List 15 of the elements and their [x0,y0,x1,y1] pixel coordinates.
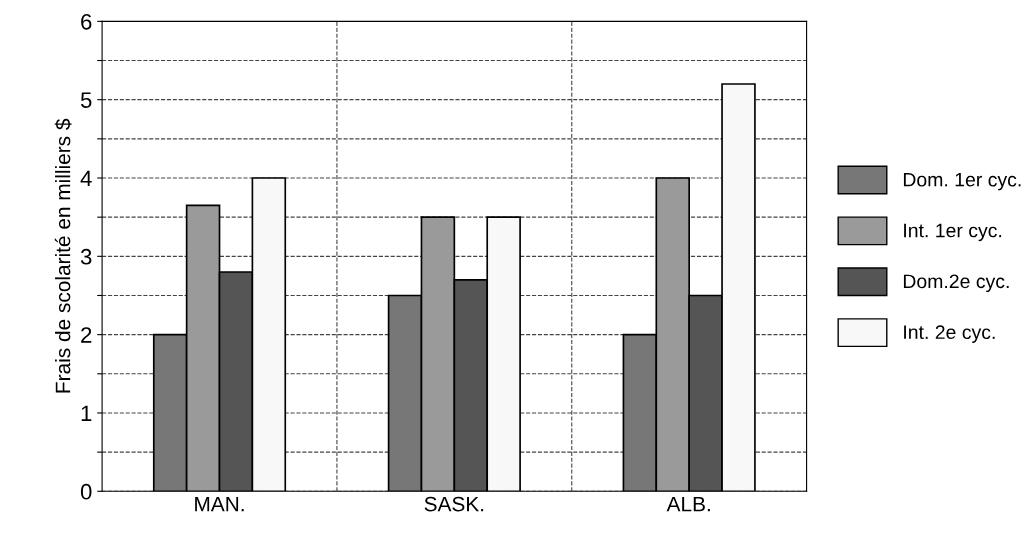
y-tick-label: 6 [81,13,92,30]
legend-label: Dom.2e cyc. [903,274,1009,293]
legend-label: Int. 1er cyc. [904,223,1002,242]
x-tick-label: ALB. [666,496,710,512]
y-tick-label: 5 [80,92,92,108]
y-tick-label: 2 [81,327,92,343]
legend-label: Int. 2e cyc. [904,325,995,343]
y-tick-label: 4 [80,170,92,187]
y-tick-label: 3 [80,248,92,265]
y-axis-title: Frais de scolarité en milliers $ [54,118,72,393]
y-tick-label: 0 [80,483,92,500]
x-tick-label: MAN. [195,496,244,512]
legend-label: Dom. 1er cyc. [903,172,1021,191]
y-tick-label: 1 [81,405,92,422]
x-tick-label: SASK. [424,496,484,512]
